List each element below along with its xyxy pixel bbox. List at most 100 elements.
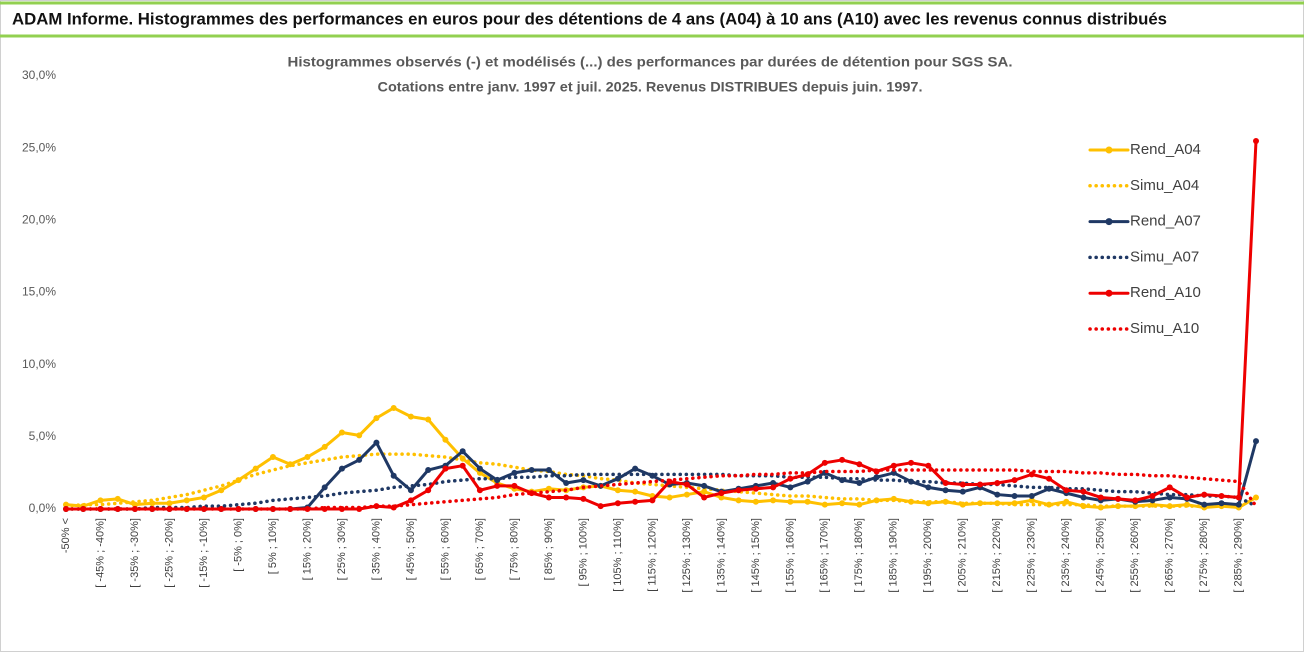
point-marker	[839, 500, 846, 507]
point-marker	[839, 456, 846, 463]
point-marker	[632, 465, 639, 472]
point-marker	[632, 498, 639, 505]
y-tick-label: 5,0%	[29, 429, 57, 443]
x-tick-label: [ 245% ; 250%]	[1095, 518, 1107, 593]
point-marker	[511, 482, 518, 489]
point-marker	[476, 465, 483, 472]
point-marker	[528, 467, 535, 474]
legend-label: Rend_A04	[1130, 141, 1201, 158]
point-marker	[890, 462, 897, 469]
point-marker	[632, 488, 639, 495]
page-title: ADAM Informe. Histogrammes des performan…	[12, 9, 1167, 28]
point-marker	[925, 462, 932, 469]
point-marker	[459, 448, 466, 455]
point-marker	[735, 487, 742, 494]
point-marker	[856, 501, 863, 508]
point-marker	[407, 413, 414, 420]
legend-label: Rend_A07	[1130, 213, 1201, 230]
point-marker	[1166, 494, 1173, 501]
chart-subtitle: Cotations entre janv. 1997 et juil. 2025…	[378, 79, 923, 95]
point-marker	[1201, 501, 1208, 508]
series-line	[64, 472, 1258, 511]
x-tick-label: [ 225% ; 230%]	[1026, 518, 1038, 593]
point-marker	[856, 461, 863, 468]
x-tick-label: [ 165% ; 170%]	[819, 518, 831, 593]
point-marker	[701, 482, 708, 489]
point-marker	[770, 484, 777, 491]
point-marker	[908, 459, 915, 466]
point-marker	[994, 491, 1001, 498]
point-marker	[338, 429, 345, 436]
point-marker	[804, 478, 811, 485]
point-marker	[1253, 438, 1259, 445]
point-marker	[614, 487, 621, 494]
point-marker	[804, 498, 811, 505]
point-marker	[1149, 497, 1156, 504]
point-marker	[718, 490, 725, 497]
x-tick-label: [ -45% ; -40%]	[94, 518, 106, 588]
point-marker	[407, 497, 414, 504]
x-tick-label: [ -15% ; -10%]	[198, 518, 210, 588]
point-marker	[1063, 487, 1070, 494]
x-tick-label: [ 15% ; 20%]	[301, 518, 313, 580]
point-marker	[770, 497, 777, 504]
point-marker	[1097, 494, 1104, 501]
point-marker	[390, 472, 397, 479]
x-tick-label: [ 95% ; 100%]	[577, 518, 589, 587]
point-marker	[200, 494, 207, 501]
point-marker	[476, 487, 483, 494]
point-marker	[701, 494, 708, 501]
point-marker	[1166, 484, 1173, 491]
point-marker	[1011, 477, 1018, 484]
point-marker	[407, 487, 414, 494]
point-marker	[321, 484, 328, 491]
point-marker	[459, 462, 466, 469]
x-tick-label: [ 255% ; 260%]	[1129, 518, 1141, 593]
x-tick-label: [ 185% ; 190%]	[888, 518, 900, 593]
point-marker	[597, 503, 604, 510]
point-marker	[959, 481, 966, 488]
point-marker	[97, 497, 104, 504]
point-marker	[1028, 493, 1035, 500]
legend-marker	[1105, 146, 1113, 154]
point-marker	[649, 497, 656, 504]
point-marker	[269, 454, 276, 461]
x-tick-label: [ 125% ; 130%]	[681, 518, 693, 593]
x-tick-label: [ 215% ; 220%]	[991, 518, 1003, 593]
x-tick-label: [ -35% ; -30%]	[129, 518, 141, 588]
x-tick-label: [ 5% ; 10%]	[267, 518, 279, 574]
point-marker	[718, 494, 725, 501]
point-marker	[1028, 497, 1035, 504]
point-marker	[356, 432, 363, 439]
point-marker	[425, 416, 432, 423]
point-marker	[252, 465, 259, 472]
point-marker	[735, 497, 742, 504]
point-marker	[1218, 493, 1225, 500]
x-tick-label: [ 65% ; 70%]	[474, 518, 486, 580]
point-marker	[563, 494, 570, 501]
x-tick-label: [ -5% ; 0%]	[232, 518, 244, 572]
legend-label: Simu_A07	[1130, 248, 1199, 265]
point-marker	[1080, 488, 1087, 495]
point-marker	[183, 497, 190, 504]
point-marker	[1201, 491, 1208, 498]
point-marker	[890, 469, 897, 476]
point-marker	[1046, 501, 1053, 508]
point-marker	[821, 501, 828, 508]
point-marker	[390, 404, 397, 411]
point-marker	[356, 456, 363, 463]
point-marker	[1218, 500, 1225, 507]
point-marker	[425, 487, 432, 494]
point-marker	[1046, 475, 1053, 482]
point-marker	[1235, 501, 1242, 508]
point-marker	[218, 487, 225, 494]
point-marker	[752, 485, 759, 492]
series-line	[64, 139, 1258, 511]
x-tick-label: [ 25% ; 30%]	[336, 518, 348, 580]
y-tick-label: 25,0%	[22, 140, 56, 154]
point-marker	[1115, 495, 1122, 502]
point-marker	[338, 465, 345, 472]
x-tick-label: [ 105% ; 110%]	[612, 518, 624, 592]
x-tick-label: [ 115% ; 120%]	[646, 518, 658, 592]
